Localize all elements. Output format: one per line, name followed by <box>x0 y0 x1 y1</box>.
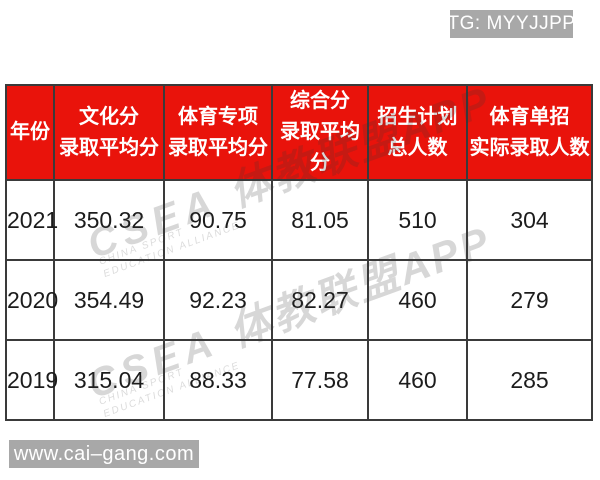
row-2020: 2020 354.49 92.23 82.27 460 279 <box>5 259 593 341</box>
composite-avg-cell: 82.27 <box>271 259 369 341</box>
year-cell: 2020 <box>5 259 58 341</box>
header-sport-line2: 录取平均分 <box>168 136 268 159</box>
header-year: 年份 <box>5 84 55 181</box>
culture-avg-cell: 315.04 <box>53 339 165 421</box>
admission-score-table: 年份 文化分 录取平均分 体育专项 录取平均分 综合分 录取平均分 招生计划 总… <box>5 84 593 421</box>
actual-admitted-cell: 304 <box>466 179 593 261</box>
header-admitted-line2: 实际录取人数 <box>469 136 590 159</box>
header-plan-line1: 招生计划 <box>377 105 458 128</box>
site-url-badge: www.cai–gang.com <box>9 440 199 468</box>
culture-avg-cell: 350.32 <box>53 179 165 261</box>
sport-avg-cell: 88.33 <box>163 339 273 421</box>
sport-avg-cell: 90.75 <box>163 179 273 261</box>
header-culture-line1: 文化分 <box>79 105 139 128</box>
actual-admitted-cell: 285 <box>466 339 593 421</box>
actual-admitted-cell: 279 <box>466 259 593 341</box>
header-sport-line1: 体育专项 <box>178 105 258 128</box>
culture-avg-cell: 354.49 <box>53 259 165 341</box>
row-2021: 2021 350.32 90.75 81.05 510 304 <box>5 179 593 261</box>
plan-total-cell: 510 <box>367 179 468 261</box>
sport-avg-cell: 92.23 <box>163 259 273 341</box>
header-culture-line2: 录取平均分 <box>59 136 159 159</box>
header-plan-total: 招生计划 总人数 <box>367 84 468 181</box>
header-year-label: 年份 <box>10 121 50 143</box>
header-admitted-line1: 体育单招 <box>489 105 570 128</box>
header-sport-avg: 体育专项 录取平均分 <box>163 84 273 181</box>
composite-avg-cell: 77.58 <box>271 339 369 421</box>
row-2019: 2019 315.04 88.33 77.58 460 285 <box>5 339 593 421</box>
header-composite-line1: 综合分 <box>290 90 350 112</box>
header-composite-avg: 综合分 录取平均分 <box>271 84 369 181</box>
plan-total-cell: 460 <box>367 339 468 421</box>
year-cell: 2019 <box>5 339 58 421</box>
header-plan-line2: 总人数 <box>387 136 448 159</box>
year-cell: 2021 <box>5 179 58 261</box>
header-row: 年份 文化分 录取平均分 体育专项 录取平均分 综合分 录取平均分 招生计划 总… <box>5 84 593 181</box>
header-actual-admitted: 体育单招 实际录取人数 <box>466 84 593 181</box>
header-culture-avg: 文化分 录取平均分 <box>53 84 165 181</box>
tg-badge: TG: MYYJJPP <box>448 10 575 38</box>
plan-total-cell: 460 <box>367 259 468 341</box>
header-composite-line2: 录取平均分 <box>280 121 360 174</box>
composite-avg-cell: 81.05 <box>271 179 369 261</box>
